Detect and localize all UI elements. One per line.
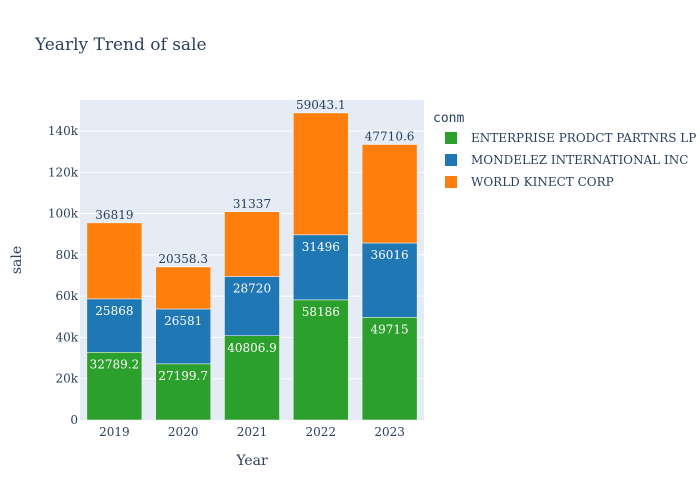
data-label: 49715	[371, 322, 409, 336]
legend-item-label: WORLD KINECT CORP	[471, 175, 614, 189]
legend-item-label: ENTERPRISE PRODCT PARTNRS LP	[471, 131, 696, 145]
x-tick-label: 2020	[168, 425, 199, 439]
bar-segment	[361, 144, 418, 244]
bar-segment	[86, 222, 143, 300]
legend-title: conm	[433, 111, 464, 126]
y-tick-label: 40k	[55, 330, 78, 344]
x-tick-label: 2023	[374, 425, 405, 439]
data-label: 31337	[233, 197, 271, 211]
data-label: 28720	[233, 281, 271, 295]
data-label: 47710.6	[365, 130, 415, 144]
bar-segment	[293, 299, 349, 421]
bar-segment	[155, 266, 211, 310]
bar-segment	[293, 234, 349, 301]
data-label: 36819	[95, 208, 133, 222]
legend: conm ENTERPRISE PRODCT PARTNRS LP MONDELE…	[433, 111, 696, 189]
bar-segment	[155, 308, 211, 365]
y-tick-label: 60k	[55, 289, 78, 303]
legend-swatch	[445, 132, 457, 144]
bars	[86, 112, 418, 421]
y-axis-ticks: 0 20k 40k 60k 80k 100k 120k 140k	[48, 124, 79, 427]
bar-segment	[224, 211, 280, 277]
x-tick-label: 2022	[306, 425, 337, 439]
data-label: 20358.3	[158, 252, 208, 266]
y-tick-label: 80k	[55, 248, 78, 262]
y-tick-label: 0	[70, 413, 78, 427]
data-label: 36016	[371, 248, 409, 262]
data-label: 32789.2	[90, 357, 140, 371]
bar-segment	[293, 112, 349, 236]
data-label: 40806.9	[227, 341, 277, 355]
data-label: 31496	[302, 240, 340, 254]
y-tick-label: 100k	[48, 207, 79, 221]
bar-segment	[361, 317, 418, 421]
bar-segment	[224, 335, 280, 421]
bar-segment	[86, 298, 143, 353]
data-label: 26581	[164, 314, 202, 328]
y-tick-label: 120k	[48, 165, 79, 179]
data-label: 27199.7	[158, 369, 208, 383]
bar-labels: 32789.2 25868 36819 27199.7 26581 20358.3 4080…	[90, 98, 415, 383]
y-axis-title: sale	[9, 246, 25, 274]
legend-swatch	[445, 154, 457, 166]
bar-segment	[155, 363, 211, 421]
x-tick-label: 2021	[237, 425, 268, 439]
bar-segment	[224, 276, 280, 337]
legend-item-label: MONDELEZ INTERNATIONAL INC	[471, 153, 688, 167]
y-tick-label: 20k	[55, 372, 78, 386]
x-axis-title: Year	[235, 453, 268, 469]
y-tick-label: 140k	[48, 124, 79, 138]
data-label: 25868	[95, 304, 133, 318]
legend-swatch	[445, 176, 457, 188]
x-axis-ticks: 2019 2020 2021 2022 2023	[99, 425, 405, 439]
data-label: 58186	[302, 305, 340, 319]
chart-title: Yearly Trend of sale	[34, 35, 207, 55]
x-tick-label: 2019	[99, 425, 130, 439]
data-label: 59043.1	[296, 98, 346, 112]
